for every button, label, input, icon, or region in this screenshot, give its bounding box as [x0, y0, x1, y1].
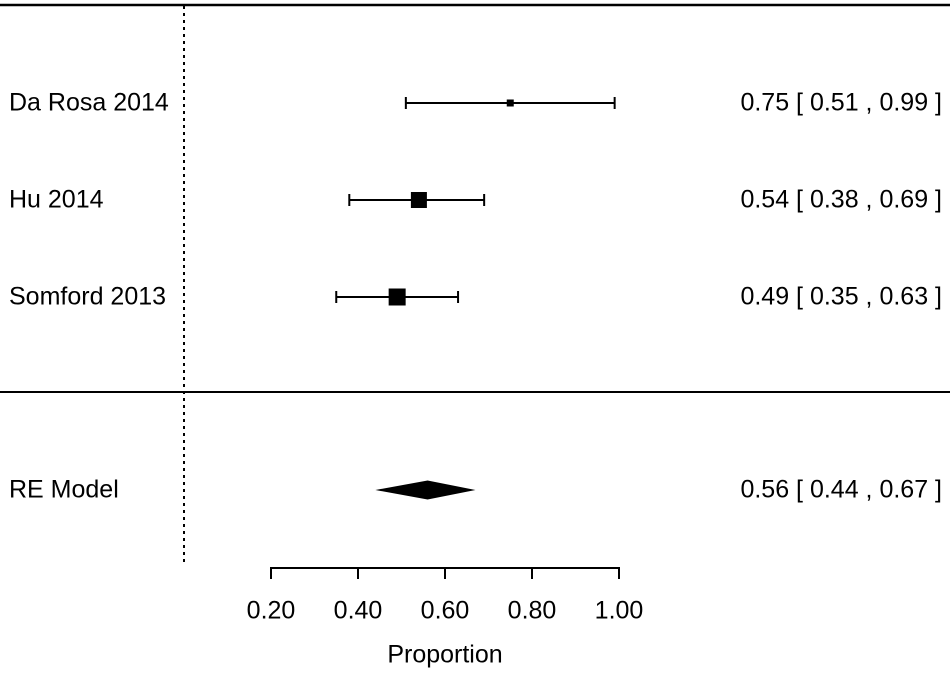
- x-axis-tick-label: 1.00: [594, 596, 644, 625]
- x-axis-tick-label: 0.40: [333, 596, 383, 625]
- estimate-square: [506, 99, 514, 107]
- summary-annotation: 0.56 [ 0.44 , 0.67 ]: [740, 475, 942, 504]
- study-label: Da Rosa 2014: [9, 88, 169, 117]
- summary-label: RE Model: [9, 475, 119, 504]
- estimate-square: [388, 288, 406, 306]
- study-annotation: 0.49 [ 0.35 , 0.63 ]: [740, 282, 942, 311]
- x-axis-tick-label: 0.20: [246, 596, 296, 625]
- study-label: Somford 2013: [9, 282, 167, 311]
- study-annotation: 0.54 [ 0.38 , 0.69 ]: [740, 185, 942, 214]
- estimate-square: [410, 192, 427, 208]
- x-axis-title: Proportion: [387, 640, 503, 669]
- x-axis-tick-label: 0.80: [507, 596, 557, 625]
- study-annotation: 0.75 [ 0.51 , 0.99 ]: [740, 88, 942, 117]
- summary-diamond: [375, 480, 476, 500]
- study-label: Hu 2014: [9, 185, 104, 214]
- x-axis-tick-label: 0.60: [420, 596, 470, 625]
